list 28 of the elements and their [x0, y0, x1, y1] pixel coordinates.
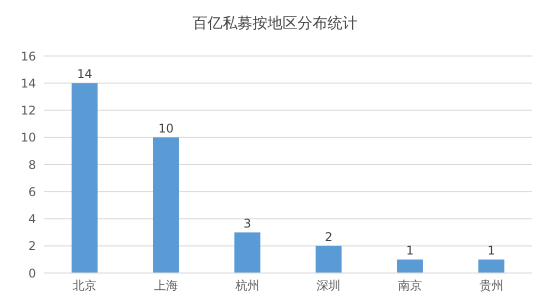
- data-label: 1: [406, 243, 414, 258]
- y-tick-label: 4: [28, 212, 36, 226]
- x-tick-label: 贵州: [479, 278, 504, 293]
- bar: [234, 232, 260, 273]
- y-tick-label: 6: [28, 184, 36, 199]
- y-tick-label: 14: [20, 76, 36, 90]
- y-tick-label: 2: [28, 239, 36, 254]
- x-tick-label: 北京: [72, 278, 97, 293]
- x-tick-label: 杭州: [234, 278, 260, 293]
- y-tick-label: 16: [20, 49, 36, 64]
- bar: [478, 259, 504, 273]
- x-tick-label: 上海: [154, 278, 178, 293]
- x-tick-label: 深圳: [316, 278, 341, 293]
- bar: [396, 259, 423, 273]
- x-tick-label: 南京: [398, 278, 422, 293]
- y-tick-label: 10: [20, 130, 36, 145]
- bar: [72, 83, 98, 273]
- data-label: 1: [488, 243, 496, 258]
- y-tick-label: 12: [20, 104, 36, 118]
- data-label: 3: [244, 216, 252, 230]
- data-label: 2: [324, 230, 332, 244]
- y-tick-label: 8: [28, 158, 36, 172]
- bar: [152, 137, 179, 273]
- data-label: 14: [77, 67, 92, 82]
- chart-title: 百亿私募按地区分布统计: [192, 13, 358, 34]
- bar: [316, 246, 342, 273]
- y-tick-label: 0: [28, 266, 36, 280]
- data-label: 10: [158, 121, 174, 136]
